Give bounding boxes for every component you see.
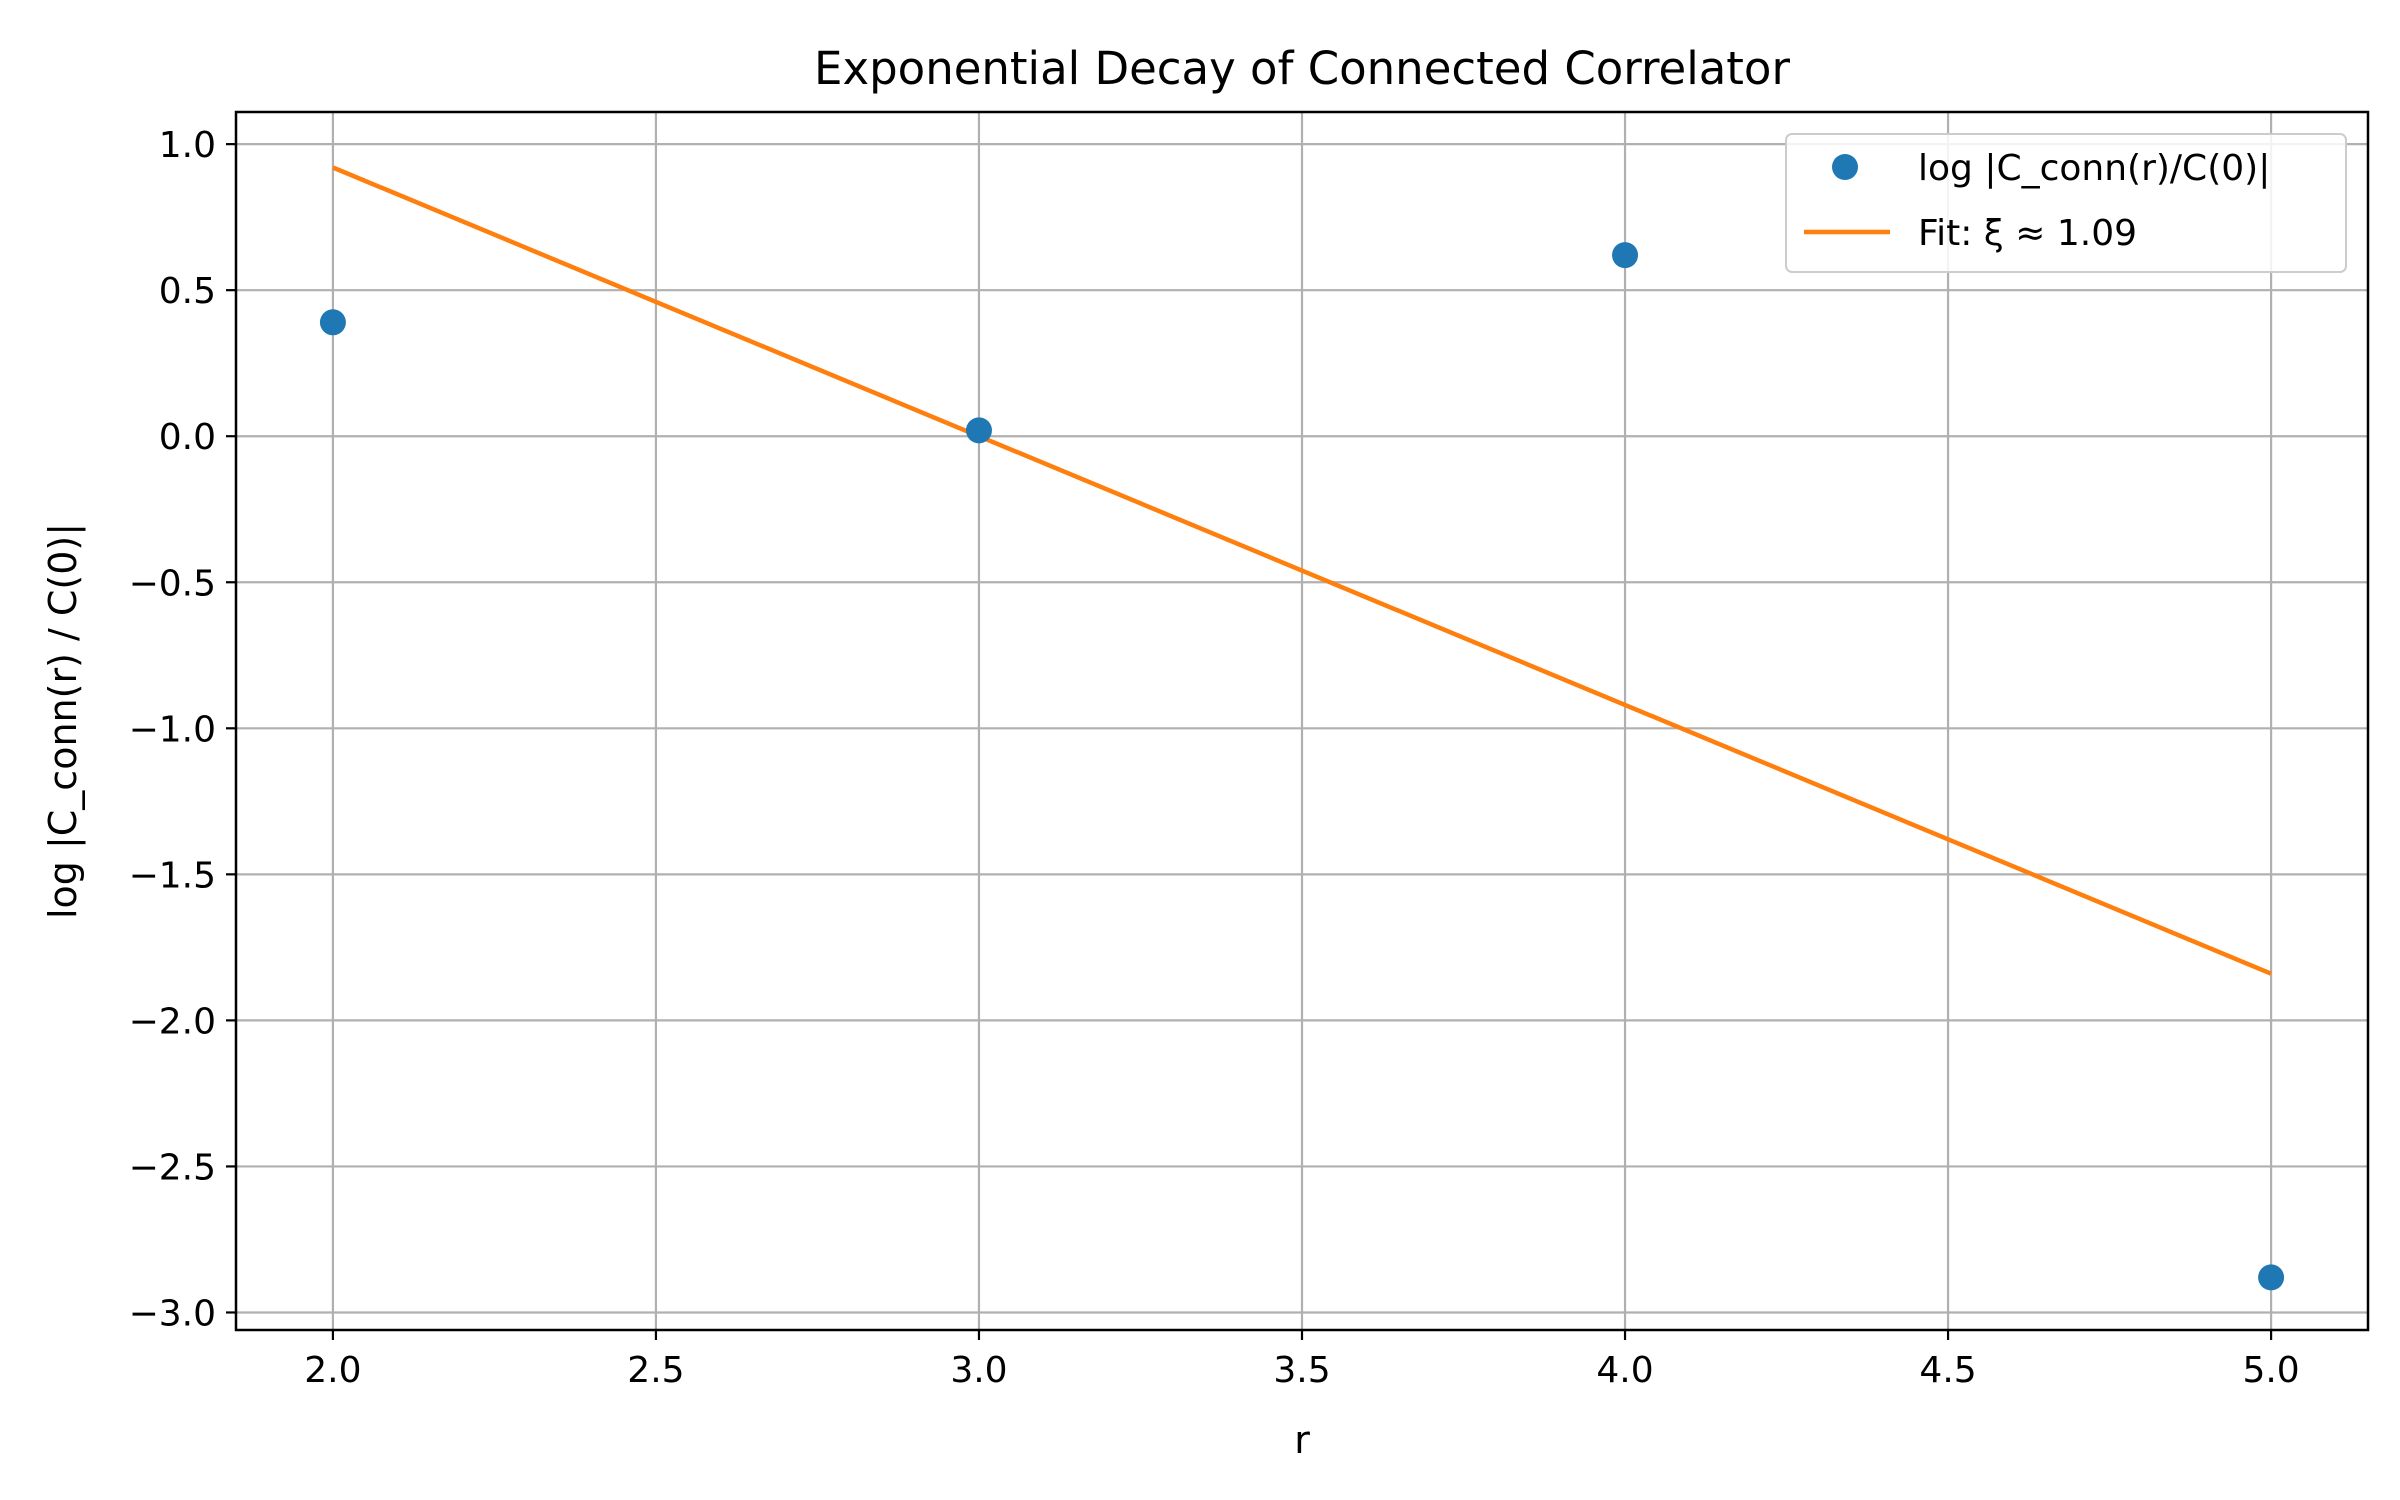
- y-tick-label: −0.5: [129, 563, 216, 604]
- y-tick-label: −3.0: [129, 1293, 216, 1334]
- y-axis-label: log |C_conn(r) / C(0)|: [41, 523, 86, 919]
- data-point: [319, 309, 346, 336]
- y-tick-label: 0.0: [159, 417, 216, 458]
- x-axis: 2.0 2.5 3.0 3.5 4.0 4.5 5.0: [304, 1330, 2300, 1391]
- fit-line: [332, 165, 2272, 976]
- data-point: [965, 417, 992, 444]
- legend-box: [1785, 133, 2347, 273]
- x-axis-label: r: [1294, 1418, 1310, 1462]
- x-tick-label: 2.5: [627, 1350, 684, 1391]
- chart-title: Exponential Decay of Connected Correlato…: [814, 42, 1790, 95]
- y-tick-label: −2.5: [129, 1147, 216, 1188]
- y-tick-label: 1.0: [159, 125, 216, 166]
- x-tick-label: 2.0: [304, 1350, 361, 1391]
- legend-entry-scatter: log |C_conn(r)/C(0)|: [1918, 148, 2270, 189]
- y-axis: 1.0 0.5 0.0 −0.5 −1.0 −1.5 −2.0 −2.5 −3.0: [129, 125, 236, 1334]
- x-tick-label: 5.0: [2242, 1350, 2299, 1391]
- y-tick-label: −2.0: [129, 1001, 216, 1042]
- x-tick-label: 4.5: [1919, 1350, 1976, 1391]
- x-tick-label: 4.0: [1596, 1350, 1653, 1391]
- y-tick-label: −1.0: [129, 709, 216, 750]
- y-tick-label: 0.5: [159, 271, 216, 312]
- legend-marker-scatter: [1832, 154, 1858, 180]
- x-tick-label: 3.0: [950, 1350, 1007, 1391]
- data-point: [1612, 242, 1639, 269]
- plot-area: [319, 165, 2285, 1291]
- data-point: [2258, 1264, 2285, 1291]
- y-tick-label: −1.5: [129, 855, 216, 896]
- legend: log |C_conn(r)/C(0)| Fit: ξ ≈ 1.09: [1785, 133, 2347, 273]
- legend-entry-fit: Fit: ξ ≈ 1.09: [1918, 213, 2137, 254]
- grid: [236, 112, 2368, 1330]
- x-tick-label: 3.5: [1273, 1350, 1330, 1391]
